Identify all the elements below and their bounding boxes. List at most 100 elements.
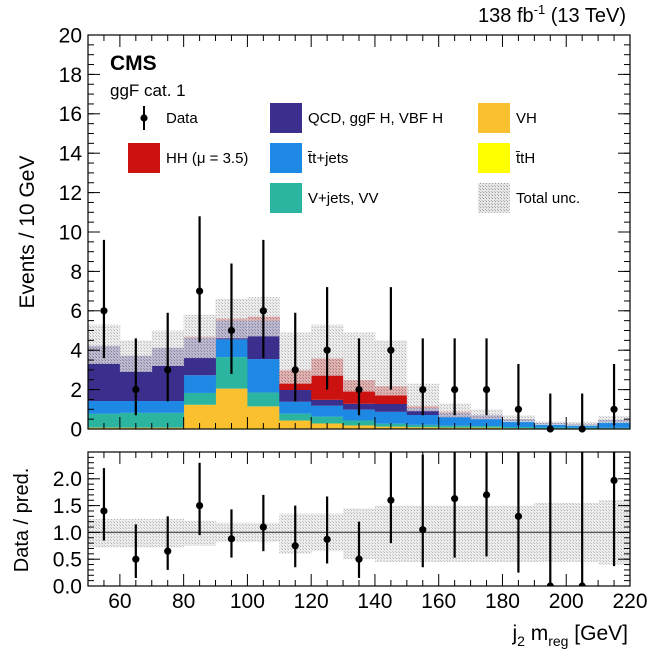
legend-label-qcd: QCD, ggF H, VBF H xyxy=(308,110,443,127)
data-point xyxy=(164,366,172,374)
ratio-point xyxy=(164,547,172,555)
stack-bar-vjets xyxy=(343,420,376,426)
stack-bar-vh xyxy=(247,406,280,429)
ratio-point xyxy=(132,555,140,563)
stack-bar-vjets xyxy=(279,413,312,421)
y-tick-top-label: 10 xyxy=(59,221,82,244)
legend-label-unc: Total unc. xyxy=(516,190,580,207)
stack-bar-ttjets xyxy=(279,401,312,414)
legend-swatch-ttjets xyxy=(270,143,302,173)
data-point xyxy=(259,307,267,315)
y-tick-top-label: 0 xyxy=(70,418,82,441)
legend: Data QCD, ggF H, VBF H VH HH (μ = 3.5) t̄t+j… xyxy=(128,103,580,213)
legend-label-vjets: V+jets, VV xyxy=(308,190,378,207)
y-tick-top-label: 14 xyxy=(59,143,83,166)
data-point xyxy=(514,405,523,413)
legend-swatch-hh xyxy=(128,143,160,173)
legend-swatch-vh xyxy=(478,103,510,133)
lumi-label: 138 fb-1 (13 TeV) xyxy=(478,2,626,27)
legend-swatch-unc xyxy=(478,183,510,213)
ratio-point xyxy=(610,476,618,485)
stack-bar-ttjets xyxy=(374,411,408,424)
data-point xyxy=(482,386,491,394)
category-label: ggF cat. 1 xyxy=(110,81,186,100)
x-axis-title: j2 mreg [GeV] xyxy=(511,622,628,649)
x-tick-label: 60 xyxy=(108,590,131,613)
experiment-label: CMS xyxy=(110,52,157,75)
y-tick-top-label: 18 xyxy=(59,64,82,87)
y-tick-top-label: 12 xyxy=(59,182,82,205)
y-tick-top-label: 20 xyxy=(59,24,82,47)
y-tick-bottom-label: 1.5 xyxy=(53,495,82,518)
ratio-point xyxy=(100,507,108,515)
data-point xyxy=(195,287,204,295)
data-point xyxy=(132,386,140,394)
data-point xyxy=(291,366,299,374)
data-point xyxy=(323,346,331,354)
stack-bar-vjets xyxy=(311,416,344,424)
legend-swatch-vjets xyxy=(270,183,302,213)
legend-label-tth: t̄tH xyxy=(515,150,535,167)
stack-bar-vh xyxy=(183,404,216,429)
legend-data-marker xyxy=(140,114,148,122)
y-tick-bottom-label: 2.0 xyxy=(53,468,82,491)
x-tick-label: 100 xyxy=(230,590,265,613)
legend-label-hh: HH (μ = 3.5) xyxy=(166,150,248,167)
stack-bar-vjets xyxy=(119,412,153,428)
legend-swatch-tth xyxy=(478,143,510,173)
stack-bar-ttjets xyxy=(247,359,280,393)
x-tick-label: 220 xyxy=(612,590,647,613)
stack-bar-ttjets xyxy=(183,375,216,393)
legend-label-vh: VH xyxy=(516,110,537,127)
stack-bar-ttjets xyxy=(438,417,471,426)
legend-swatch-qcd xyxy=(270,103,302,133)
data-point xyxy=(419,386,427,394)
stack-bar-ttjets xyxy=(151,401,185,413)
y-tick-bottom-label: 0.5 xyxy=(53,549,82,572)
stack-bar-vjets xyxy=(151,412,185,428)
ratio-point xyxy=(387,496,395,504)
x-tick-label: 180 xyxy=(485,590,520,613)
y-axis-title-bottom: Data / pred. xyxy=(11,468,33,573)
ratio-point xyxy=(323,535,331,543)
stack-bar-qcd xyxy=(311,399,344,406)
data-point xyxy=(610,405,618,413)
stack-bar-ttjets xyxy=(88,401,121,414)
x-tick-label: 80 xyxy=(172,590,195,613)
ratio-point xyxy=(482,491,491,499)
stack-bar-vjets xyxy=(247,392,280,407)
ratio-point xyxy=(514,512,523,520)
ratio-point xyxy=(419,526,427,534)
ratio-panel: 0.0 0.5 1.0 1.5 2.0 60 80 100 120 140 160 180 200 22… xyxy=(53,451,648,613)
stack-bar-ttjets xyxy=(406,415,440,425)
data-point xyxy=(227,326,236,335)
ratio-point xyxy=(291,542,299,550)
data-point xyxy=(100,307,108,315)
y-axis-title-top: Events / 10 GeV xyxy=(16,156,39,309)
legend-label-data: Data xyxy=(166,110,198,127)
stack-bar-vjets xyxy=(88,413,121,428)
ratio-point xyxy=(195,502,204,510)
data-point xyxy=(451,386,459,394)
stack-bar-vjets xyxy=(183,392,216,405)
ratio-point xyxy=(227,535,236,543)
legend-label-ttjets: t̄t+jets xyxy=(307,150,349,167)
ratio-point xyxy=(451,495,459,503)
ratio-point xyxy=(259,523,267,531)
stack-bar-ttjets xyxy=(311,405,344,417)
data-point xyxy=(387,346,395,354)
data-point xyxy=(355,386,363,394)
y-tick-top-label: 8 xyxy=(70,261,82,284)
y-tick-top-label: 6 xyxy=(70,300,82,323)
ratio-point xyxy=(355,555,363,563)
y-tick-top-label: 16 xyxy=(59,103,82,126)
y-tick-bottom-label: 0.0 xyxy=(53,575,82,598)
main-panel: 0 2 4 6 8 10 12 14 16 18 20 CMS ggF cat. 1 Data QCD… xyxy=(59,24,631,441)
x-tick-label: 160 xyxy=(421,590,456,613)
x-tick-label: 120 xyxy=(294,590,329,613)
x-tick-label: 200 xyxy=(549,590,584,613)
y-tick-top-label: 2 xyxy=(70,379,82,402)
y-tick-bottom-label: 1.0 xyxy=(53,522,82,545)
stack-bar-ttjets xyxy=(470,419,503,427)
